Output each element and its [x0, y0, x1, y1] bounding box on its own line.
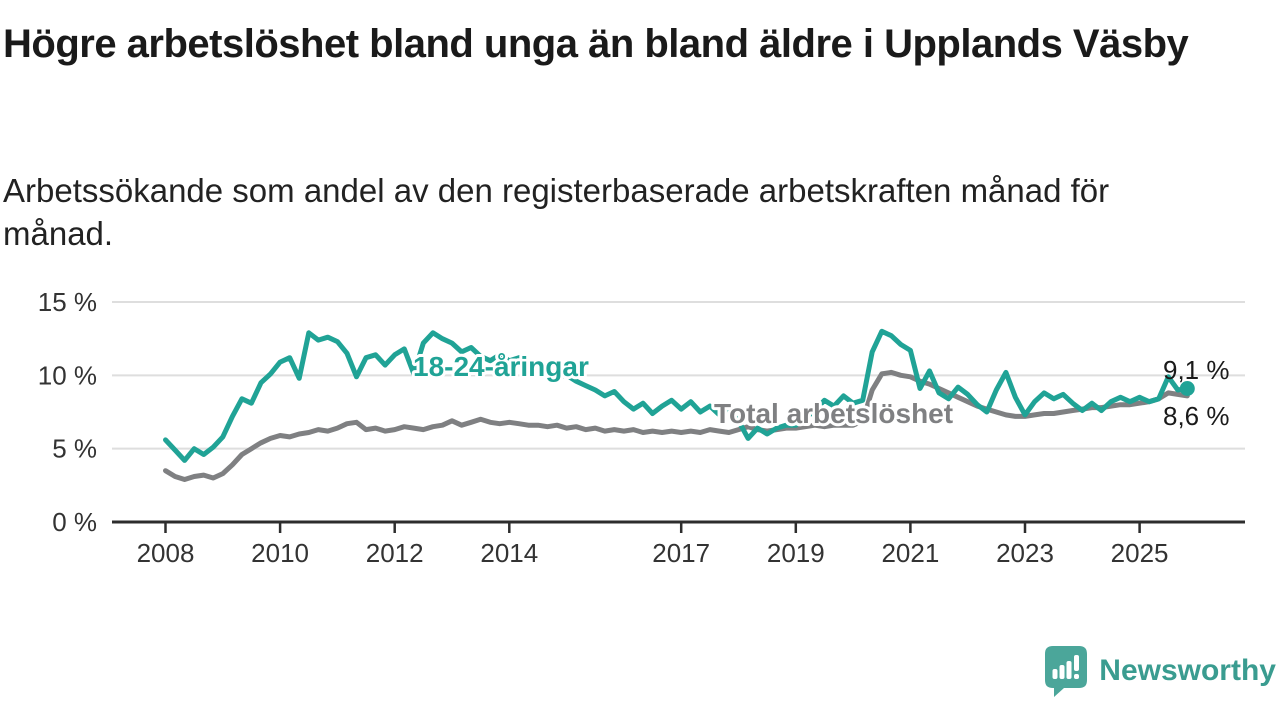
x-tick-label: 2023	[996, 538, 1054, 568]
end-value-label-youth: 9,1 %	[1163, 355, 1230, 385]
x-axis-labels: 2008 2010 2012 2014 2017 2019 2021 2023 2025	[137, 538, 1169, 568]
x-tick-label: 2021	[881, 538, 939, 568]
x-tick-label: 2012	[366, 538, 424, 568]
bar-chart-speech-bubble-icon	[1045, 646, 1088, 697]
series-end-dot	[1179, 381, 1195, 396]
y-tick-label: 0 %	[52, 507, 97, 537]
series-lines	[163, 328, 1195, 482]
x-tick-label: 2014	[480, 538, 538, 568]
chart-title: Högre arbetslöshet bland unga än bland ä…	[3, 22, 1189, 66]
x-tick-label: 2019	[767, 538, 825, 568]
x-tick-label: 2008	[137, 538, 195, 568]
x-tick-label: 2017	[652, 538, 710, 568]
series-line-youth	[163, 328, 1190, 463]
x-tick-label: 2025	[1111, 538, 1169, 568]
series-line-total	[163, 369, 1190, 482]
y-tick-label: 15 %	[38, 287, 97, 317]
newsworthy-logo: Newsworthy	[1043, 644, 1276, 698]
series-label-youth: 18-24-åringar	[413, 351, 589, 382]
y-tick-label: 10 %	[38, 360, 97, 390]
x-tick-label: 2010	[251, 538, 309, 568]
end-value-label-total: 8,6 %	[1163, 401, 1230, 431]
chart-subtitle: Arbetssökande som andel av den registerb…	[3, 172, 1110, 252]
y-tick-label: 5 %	[52, 434, 97, 464]
line-chart: 15 %10 %5 %0 % 2008 2010 2012 2014 2017 2019 2…	[38, 287, 1245, 568]
x-axis-tick-marks	[164, 523, 1141, 533]
series-label-total: Total arbetslöshet	[714, 398, 953, 429]
gridlines	[112, 301, 1245, 450]
newsworthy-wordmark: Newsworthy	[1099, 654, 1276, 687]
y-axis-labels: 15 % 10 % 5 % 0 %	[38, 287, 97, 537]
